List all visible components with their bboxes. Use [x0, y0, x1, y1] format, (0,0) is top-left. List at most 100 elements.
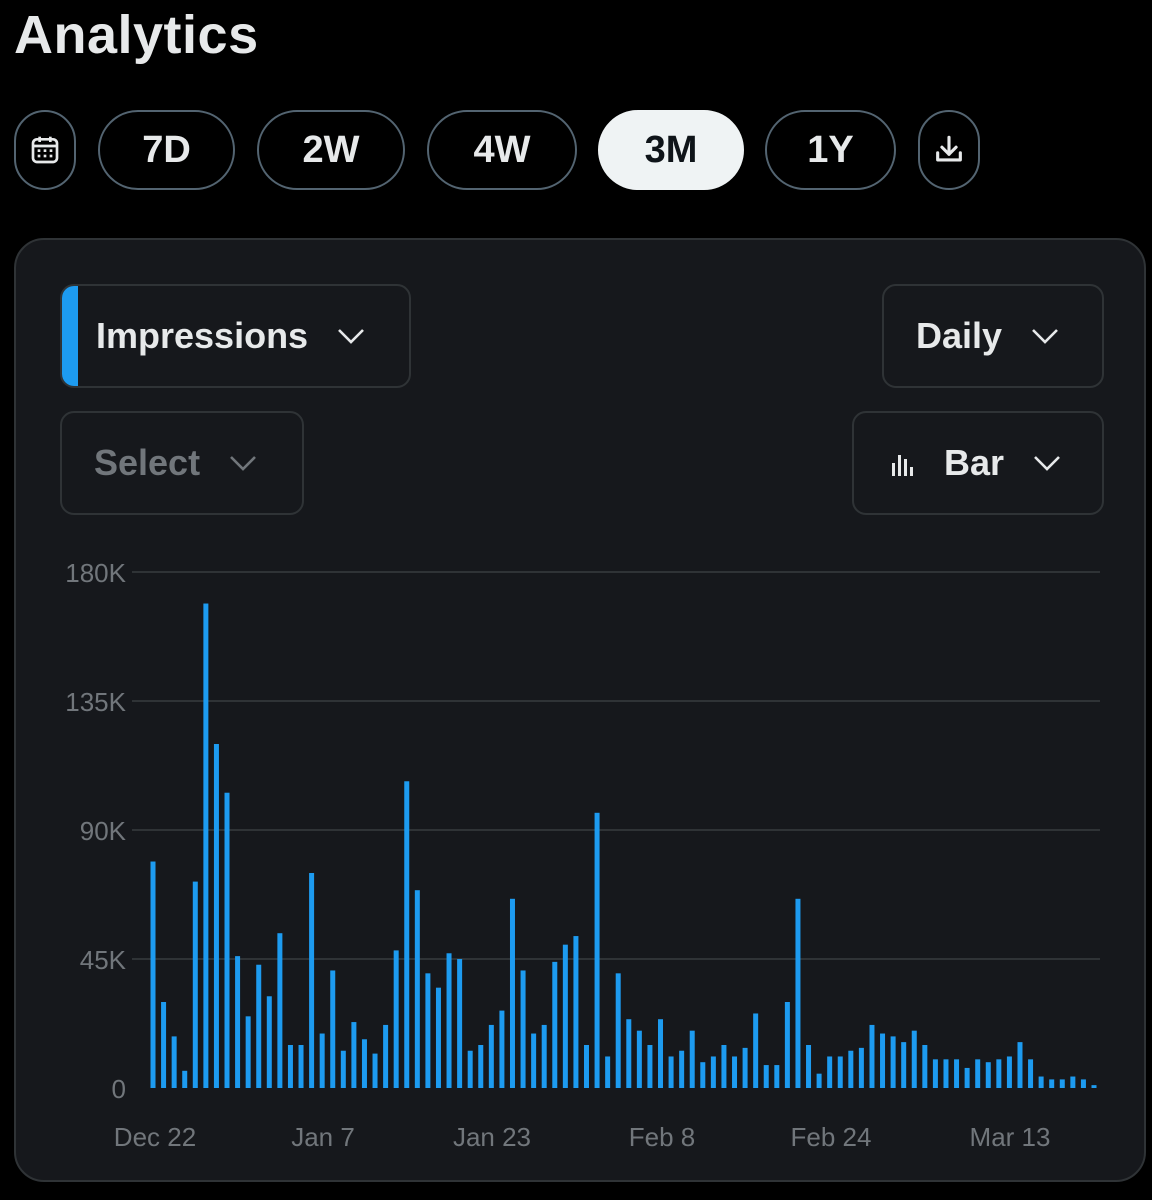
- impressions-bar[interactable]: [658, 1019, 664, 1088]
- impressions-bar[interactable]: [1017, 1042, 1023, 1088]
- impressions-bar[interactable]: [150, 861, 156, 1088]
- impressions-bar[interactable]: [182, 1070, 188, 1088]
- impressions-bar[interactable]: [541, 1024, 547, 1088]
- compare-select[interactable]: Select: [60, 411, 304, 515]
- impressions-bar[interactable]: [1049, 1079, 1055, 1088]
- impressions-bar[interactable]: [721, 1045, 727, 1088]
- impressions-bar[interactable]: [235, 956, 241, 1088]
- impressions-bar[interactable]: [287, 1045, 293, 1088]
- impressions-bar[interactable]: [668, 1056, 674, 1088]
- impressions-bar[interactable]: [372, 1053, 378, 1088]
- calendar-button[interactable]: [14, 110, 76, 190]
- impressions-bar[interactable]: [996, 1059, 1002, 1088]
- impressions-bar[interactable]: [330, 970, 336, 1088]
- impressions-bar[interactable]: [309, 873, 315, 1088]
- impressions-bar[interactable]: [732, 1056, 738, 1088]
- impressions-bar[interactable]: [520, 970, 526, 1088]
- impressions-bar[interactable]: [880, 1033, 886, 1088]
- impressions-bar[interactable]: [1091, 1085, 1097, 1088]
- impressions-bar[interactable]: [626, 1019, 632, 1088]
- impressions-bar[interactable]: [351, 1022, 357, 1088]
- impressions-bar[interactable]: [414, 890, 420, 1088]
- impressions-bar[interactable]: [361, 1039, 367, 1088]
- impressions-bar[interactable]: [932, 1059, 938, 1088]
- impressions-bar[interactable]: [615, 973, 621, 1088]
- impressions-bar[interactable]: [922, 1045, 928, 1088]
- impressions-bar[interactable]: [605, 1056, 611, 1088]
- impressions-bar[interactable]: [192, 881, 198, 1088]
- impressions-bar[interactable]: [277, 933, 283, 1088]
- impressions-bar[interactable]: [964, 1067, 970, 1088]
- impressions-bar[interactable]: [816, 1073, 822, 1088]
- download-button[interactable]: [918, 110, 980, 190]
- impressions-bar[interactable]: [256, 964, 262, 1088]
- impressions-bar[interactable]: [869, 1024, 875, 1088]
- impressions-bar[interactable]: [435, 987, 441, 1088]
- impressions-bar[interactable]: [911, 1030, 917, 1088]
- impressions-bar[interactable]: [383, 1024, 389, 1088]
- impressions-bar[interactable]: [171, 1036, 177, 1088]
- range-1y-button[interactable]: 1Y: [765, 110, 896, 190]
- impressions-bar[interactable]: [795, 898, 801, 1088]
- impressions-bar[interactable]: [467, 1050, 473, 1088]
- impressions-bar[interactable]: [954, 1059, 960, 1088]
- chart-type-select[interactable]: Bar: [852, 411, 1104, 515]
- impressions-bar[interactable]: [806, 1045, 812, 1088]
- impressions-bar[interactable]: [1080, 1079, 1086, 1088]
- range-4w-button[interactable]: 4W: [427, 110, 577, 190]
- impressions-bar[interactable]: [710, 1056, 716, 1088]
- impressions-bar[interactable]: [1070, 1076, 1076, 1088]
- impressions-bar[interactable]: [774, 1065, 780, 1088]
- impressions-bar[interactable]: [943, 1059, 949, 1088]
- impressions-bar[interactable]: [985, 1062, 991, 1088]
- impressions-bar[interactable]: [488, 1024, 494, 1088]
- impressions-bar[interactable]: [742, 1047, 748, 1088]
- impressions-bar[interactable]: [319, 1033, 325, 1088]
- impressions-bar[interactable]: [827, 1056, 833, 1088]
- impressions-bar[interactable]: [457, 959, 463, 1088]
- impressions-bar[interactable]: [1038, 1076, 1044, 1088]
- interval-select[interactable]: Daily: [882, 284, 1104, 388]
- range-7d-button[interactable]: 7D: [98, 110, 235, 190]
- impressions-bar[interactable]: [1059, 1079, 1065, 1088]
- impressions-bar[interactable]: [499, 1010, 505, 1088]
- impressions-bar[interactable]: [583, 1045, 589, 1088]
- impressions-bar[interactable]: [340, 1050, 346, 1088]
- impressions-bar[interactable]: [763, 1065, 769, 1088]
- metric-select[interactable]: Impressions: [60, 284, 411, 388]
- impressions-bar[interactable]: [224, 792, 230, 1088]
- impressions-bar[interactable]: [531, 1033, 537, 1088]
- impressions-bar[interactable]: [213, 744, 219, 1088]
- impressions-bar[interactable]: [975, 1059, 981, 1088]
- range-3m-button[interactable]: 3M: [598, 110, 744, 190]
- impressions-bar[interactable]: [203, 603, 209, 1088]
- impressions-bar[interactable]: [848, 1050, 854, 1088]
- impressions-bar[interactable]: [594, 812, 600, 1088]
- impressions-bar[interactable]: [404, 781, 410, 1088]
- impressions-bar[interactable]: [266, 996, 272, 1088]
- impressions-bar[interactable]: [784, 1002, 790, 1088]
- impressions-bar[interactable]: [890, 1036, 896, 1088]
- impressions-bar[interactable]: [161, 1002, 167, 1088]
- impressions-bar[interactable]: [647, 1045, 653, 1088]
- impressions-bar[interactable]: [679, 1050, 685, 1088]
- impressions-bar[interactable]: [509, 898, 515, 1088]
- impressions-bar[interactable]: [689, 1030, 695, 1088]
- impressions-bar[interactable]: [478, 1045, 484, 1088]
- impressions-bar[interactable]: [1028, 1059, 1034, 1088]
- impressions-bar[interactable]: [298, 1045, 304, 1088]
- impressions-bar[interactable]: [393, 950, 399, 1088]
- impressions-bar[interactable]: [573, 936, 579, 1088]
- impressions-bar[interactable]: [552, 961, 558, 1088]
- impressions-bar[interactable]: [700, 1062, 706, 1088]
- impressions-bar[interactable]: [245, 1016, 251, 1088]
- impressions-bar[interactable]: [901, 1042, 907, 1088]
- impressions-bar[interactable]: [753, 1013, 759, 1088]
- impressions-bar[interactable]: [858, 1047, 864, 1088]
- range-2w-button[interactable]: 2W: [257, 110, 405, 190]
- impressions-bar[interactable]: [636, 1030, 642, 1088]
- impressions-bar[interactable]: [446, 953, 452, 1088]
- impressions-bar[interactable]: [1006, 1056, 1012, 1088]
- impressions-bar[interactable]: [562, 944, 568, 1088]
- impressions-bar[interactable]: [837, 1056, 843, 1088]
